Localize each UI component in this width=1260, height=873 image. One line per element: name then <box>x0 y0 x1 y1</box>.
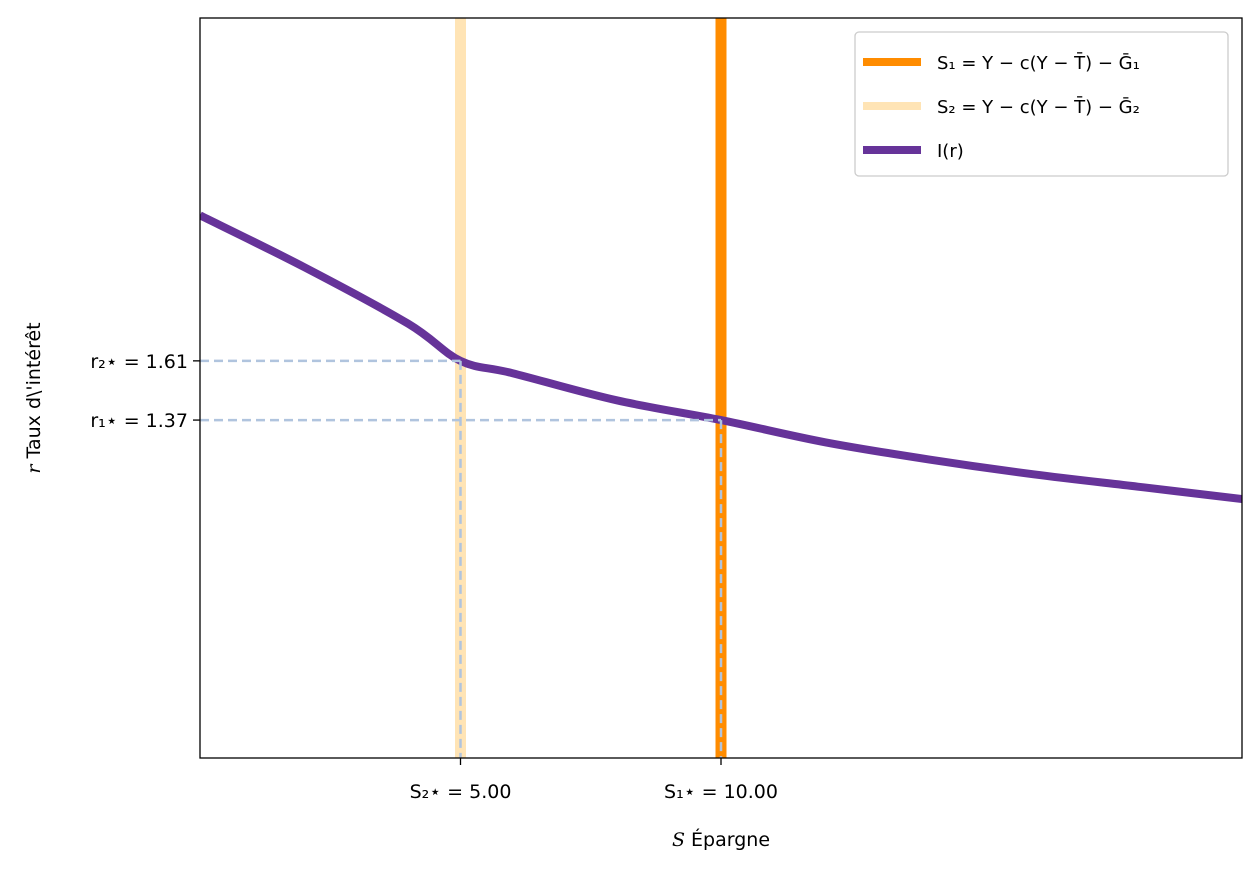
x-tick-label: S₂⋆ = 5.00 <box>410 781 512 803</box>
legend-label-i: I(r) <box>937 141 964 162</box>
series-line-i <box>200 211 1242 503</box>
x-tick-label: S₁⋆ = 10.00 <box>664 781 778 803</box>
y-tick-label: r₁⋆ = 1.37 <box>90 410 188 432</box>
y-axis-label: r Taux d\'intérêt <box>23 322 45 473</box>
legend <box>854 31 1229 177</box>
x-axis-label: S Épargne <box>672 828 770 851</box>
y-tick-label: r₂⋆ = 1.61 <box>90 351 188 373</box>
legend-label-s2: S₂ = Y − c(Y − T̄) − Ḡ₂ <box>937 96 1140 118</box>
legend-label-s1: S₁ = Y − c(Y − T̄) − Ḡ₁ <box>937 52 1140 74</box>
